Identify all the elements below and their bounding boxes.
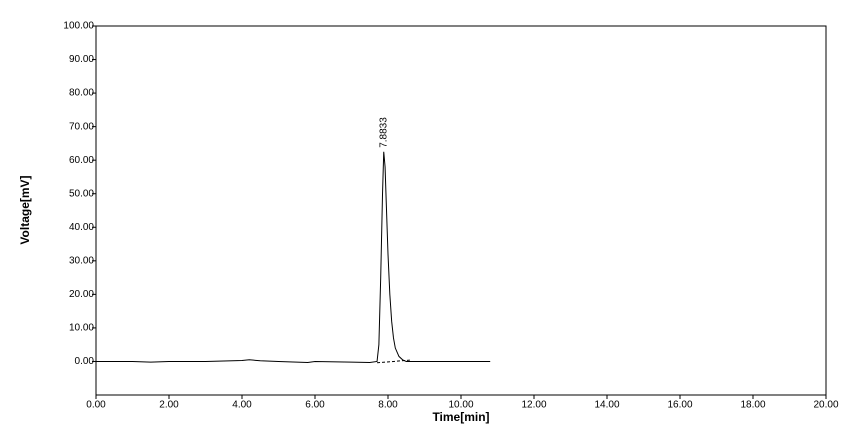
y-tick-label: 70.00 <box>69 121 94 132</box>
y-tick-label: 100.00 <box>63 21 94 32</box>
series-line <box>377 359 410 364</box>
x-tick-label: 16.00 <box>667 400 692 411</box>
y-tick-label: 60.00 <box>69 155 94 166</box>
x-tick-label: 2.00 <box>159 400 179 411</box>
x-tick-label: 6.00 <box>305 400 325 411</box>
y-tick-label: 80.00 <box>69 88 94 99</box>
x-tick-label: 14.00 <box>594 400 619 411</box>
x-tick-label: 0.00 <box>86 400 106 411</box>
x-axis-label: Time[min] <box>432 410 489 424</box>
series-line <box>96 151 491 363</box>
y-axis-label: Voltage[mV] <box>18 175 32 244</box>
y-tick-label: 40.00 <box>69 222 94 233</box>
y-tick-label: 10.00 <box>69 323 94 334</box>
x-tick-label: 4.00 <box>232 400 252 411</box>
y-tick-label: 90.00 <box>69 54 94 65</box>
x-tick-label: 12.00 <box>521 400 546 411</box>
x-tick-label: 10.00 <box>448 400 473 411</box>
plot-frame <box>95 25 827 396</box>
x-tick-label: 20.00 <box>813 400 838 411</box>
x-tick-label: 18.00 <box>740 400 765 411</box>
y-tick-label: 50.00 <box>69 188 94 199</box>
x-tick-label: 8.00 <box>378 400 398 411</box>
peak-label: 7.8833 <box>378 117 389 148</box>
y-tick-label: 0.00 <box>75 356 95 367</box>
y-tick-label: 30.00 <box>69 255 94 266</box>
y-tick-label: 20.00 <box>69 289 94 300</box>
